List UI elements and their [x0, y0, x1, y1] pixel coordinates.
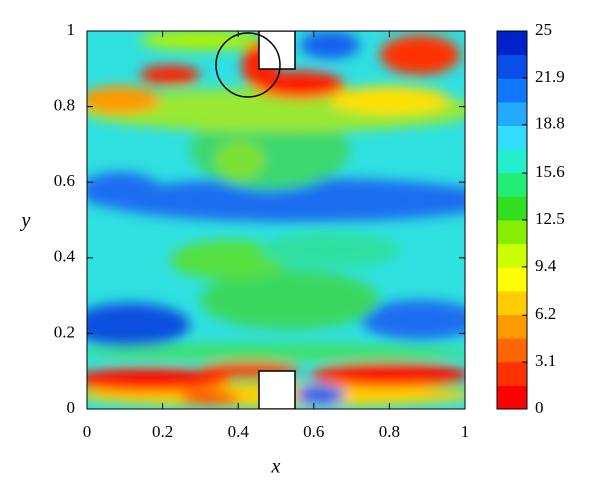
x-tick-label: 1 [461, 422, 470, 441]
colorbar-tick-label: 6.2 [535, 304, 556, 323]
x-tick-label: 0 [83, 422, 92, 441]
colorbar-band [497, 172, 527, 197]
y-tick-label: 0.6 [54, 171, 75, 190]
colorbar-band [497, 31, 527, 56]
colorbar-band [497, 101, 527, 126]
colorbar-tick-label: 3.1 [535, 351, 556, 370]
colorbar-band [497, 54, 527, 79]
colorbar-band [497, 243, 527, 268]
colorbar-band [497, 267, 527, 292]
x-tick-label: 0.4 [228, 422, 250, 441]
colorbar-band [497, 149, 527, 174]
colorbar-tick-label: 9.4 [535, 256, 557, 275]
colorbar-tick-label: 21.9 [535, 67, 565, 86]
colorbar-band [497, 220, 527, 245]
x-axis-label: x [271, 456, 281, 478]
colorbar-band [497, 314, 527, 339]
colorbar-band [497, 361, 527, 386]
plot-frame [86, 30, 466, 410]
x-tick-label: 0.8 [379, 422, 400, 441]
y-tick-label: 0.4 [54, 247, 76, 266]
colorbar-tick-label: 0 [535, 398, 544, 417]
colorbar-tick-label: 25 [535, 20, 552, 39]
colorbar-tick-label: 12.5 [535, 209, 565, 228]
colorbar-band [497, 338, 527, 363]
colorbar-band [497, 290, 527, 315]
colorbar-band [497, 125, 527, 150]
colorbar-tick-label: 18.8 [535, 114, 565, 133]
y-tick-label: 0 [67, 398, 76, 417]
y-tick-label: 1 [67, 20, 76, 39]
x-tick-label: 0.2 [152, 422, 173, 441]
y-tick-label: 0.2 [54, 322, 75, 341]
colorbar-tick-label: 15.6 [535, 162, 565, 181]
contour-field [87, 31, 465, 409]
colorbar-band [497, 78, 527, 103]
colorbar-band [497, 196, 527, 221]
colorbar-band [497, 385, 527, 410]
y-axis-label: y [20, 210, 31, 232]
y-tick-label: 0.8 [54, 96, 75, 115]
x-tick-label: 0.6 [303, 422, 324, 441]
